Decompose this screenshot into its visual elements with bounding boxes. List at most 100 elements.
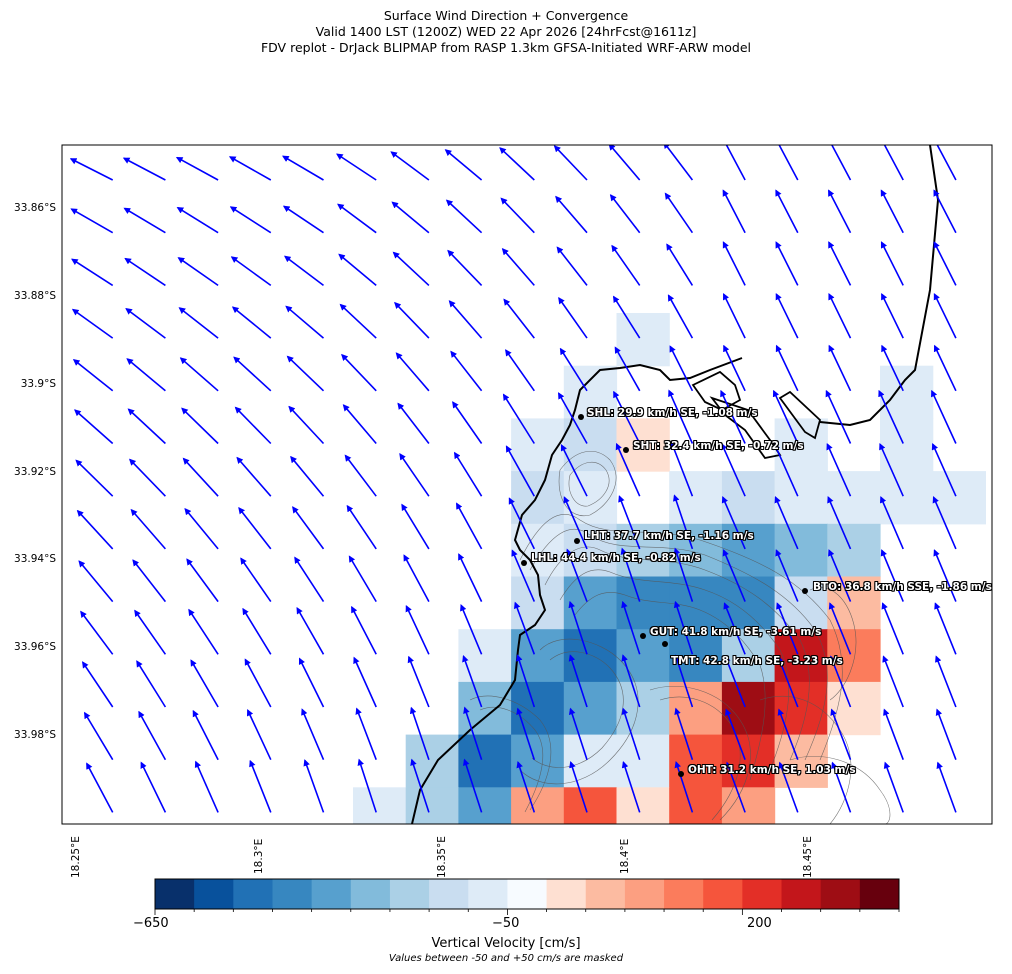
wind-arrow bbox=[674, 761, 694, 813]
velocity-cell bbox=[774, 523, 828, 578]
colorbar-swatch bbox=[742, 879, 783, 909]
x-tick: 18.4°E bbox=[619, 838, 631, 874]
wind-arrow bbox=[621, 707, 641, 760]
wind-arrow bbox=[18, 160, 60, 180]
wind-arrow bbox=[667, 294, 694, 339]
wind-arrow bbox=[192, 709, 219, 761]
wind-arrow bbox=[879, 442, 904, 497]
wind-arrow bbox=[403, 554, 430, 602]
colorbar-mask-note: Values between -50 and +50 cm/s are mask… bbox=[388, 953, 624, 964]
wind-arrow bbox=[501, 248, 535, 286]
wind-arrow bbox=[614, 346, 641, 392]
station-label-tmt: TMT: 42.8 km/h SE, -3.23 m/s bbox=[671, 655, 843, 667]
chart-subtitle-source: FDV replot - DrJack BLIPMAP from RASP 1.… bbox=[260, 40, 752, 55]
wind-arrow bbox=[721, 496, 746, 550]
wind-arrow bbox=[344, 454, 377, 497]
y-tick: 33.94°S bbox=[14, 553, 56, 565]
coastline bbox=[411, 145, 940, 824]
velocity-cell bbox=[827, 523, 881, 578]
wind-arrow bbox=[249, 759, 272, 813]
wind-arrow bbox=[242, 607, 272, 655]
wind-arrow bbox=[390, 151, 430, 181]
wind-arrow bbox=[238, 507, 272, 550]
wind-arrow bbox=[670, 441, 694, 497]
wind-arrow bbox=[407, 655, 430, 708]
wind-arrow bbox=[82, 661, 114, 708]
wind-arrow bbox=[723, 344, 746, 392]
wind-arrow bbox=[933, 549, 957, 602]
wind-arrow bbox=[444, 149, 483, 181]
wind-arrow bbox=[721, 442, 746, 497]
station-marker-oht bbox=[678, 771, 684, 777]
wind-arrow bbox=[186, 558, 219, 603]
wind-arrow bbox=[880, 241, 904, 286]
wind-arrow bbox=[880, 549, 904, 602]
wind-arrow bbox=[176, 207, 219, 234]
wind-arrow bbox=[827, 145, 852, 181]
velocity-cell bbox=[616, 576, 670, 630]
colorbar-swatch bbox=[272, 879, 313, 909]
wind-arrow bbox=[410, 758, 430, 813]
velocity-cell bbox=[774, 734, 828, 788]
wind-arrow bbox=[775, 344, 799, 392]
wind-arrow bbox=[290, 455, 325, 497]
wind-arrow bbox=[129, 458, 166, 497]
wind-arrow bbox=[933, 189, 957, 234]
wind-arrow bbox=[292, 506, 325, 550]
wind-arrow bbox=[828, 549, 852, 602]
wind-arrow bbox=[673, 547, 694, 602]
wind-arrow bbox=[568, 707, 588, 760]
wind-arrow bbox=[830, 708, 852, 760]
wind-arrow bbox=[122, 157, 166, 181]
wind-arrow bbox=[84, 711, 114, 761]
wind-arrow bbox=[516, 707, 536, 760]
wind-arrow bbox=[499, 147, 535, 181]
wind-arrow bbox=[831, 761, 852, 813]
colorbar-title: Vertical Velocity [cm/s] bbox=[431, 936, 581, 951]
velocity-cell bbox=[669, 471, 723, 525]
wind-arrow bbox=[615, 442, 641, 497]
wind-arrow bbox=[611, 244, 641, 286]
y-tick: 33.86°S bbox=[14, 202, 56, 214]
velocity-cell bbox=[721, 576, 776, 630]
wind-arrow bbox=[879, 496, 904, 550]
y-tick: 33.88°S bbox=[14, 290, 56, 302]
wind-arrow bbox=[505, 445, 535, 497]
wind-arrow bbox=[553, 145, 588, 181]
y-tick: 33.92°S bbox=[14, 466, 56, 478]
wind-arrow bbox=[720, 389, 746, 444]
y-tick: 33.9°S bbox=[20, 378, 56, 390]
velocity-cell bbox=[669, 734, 723, 788]
wind-arrow bbox=[883, 761, 904, 813]
station-label-shl: SHL: 29.9 km/h SE, -1.08 m/s bbox=[587, 407, 758, 419]
wind-arrow bbox=[931, 442, 957, 497]
wind-arrow bbox=[229, 206, 272, 234]
velocity-cell bbox=[563, 787, 618, 824]
x-tick: 18.35°E bbox=[436, 836, 448, 878]
wind-arrow bbox=[182, 457, 219, 497]
wind-arrow bbox=[500, 197, 535, 234]
wind-arrow bbox=[828, 241, 852, 286]
colorbar-swatch bbox=[389, 879, 430, 909]
x-tick: 18.25°E bbox=[70, 836, 82, 878]
colorbar-swatch bbox=[781, 879, 822, 909]
wind-arrow bbox=[462, 758, 483, 813]
wind-arrow bbox=[878, 389, 904, 444]
wind-arrow bbox=[881, 344, 904, 392]
station-label-sht: SHT: 32.4 km/h SE, -0.72 m/s bbox=[633, 440, 804, 452]
wind-arrow bbox=[516, 761, 536, 813]
wind-arrow bbox=[190, 659, 219, 708]
wind-arrow bbox=[568, 600, 588, 655]
colorbar-tick-min: −650 bbox=[133, 916, 169, 931]
velocity-cell bbox=[405, 734, 459, 788]
velocity-cell bbox=[880, 471, 934, 525]
wind-arrow bbox=[725, 708, 746, 760]
wind-arrow bbox=[935, 655, 957, 708]
station-label-lht: LHT: 37.7 km/h SE, -1.16 m/s bbox=[584, 530, 754, 542]
colorbar-tick-high: 200 bbox=[747, 916, 772, 931]
wind-arrow bbox=[29, 663, 60, 707]
wind-arrow bbox=[177, 257, 219, 287]
velocity-cell bbox=[563, 365, 618, 419]
wind-arrow bbox=[722, 241, 746, 286]
velocity-cell bbox=[563, 629, 618, 683]
